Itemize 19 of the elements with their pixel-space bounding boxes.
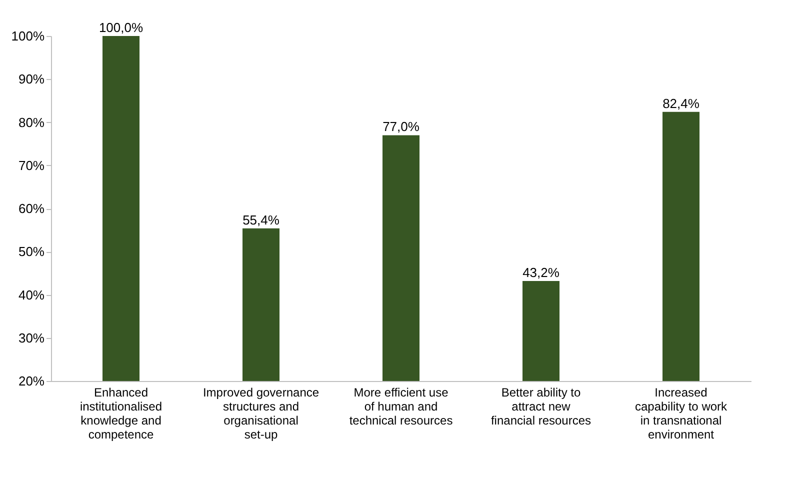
y-tick-label: 80% [18,114,45,130]
data-label: 100,0% [98,20,144,35]
y-tick-label: 20% [18,374,45,388]
y-tick-label: 60% [18,201,45,216]
y-tick-label: 40% [18,287,45,302]
x-tick-label: Enhanced institutionalised knowledge and competence [80,386,162,442]
x-tick-label: More efficient use of human and technical resources [349,386,453,428]
data-label: 82,4% [662,96,700,111]
data-label: 55,4% [242,212,280,228]
y-tick-label: 90% [18,72,45,87]
data-label: 43,2% [522,264,560,280]
y-tick-label: 30% [18,330,45,346]
y-tick-label: 70% [18,158,45,173]
x-tick-label: Better ability to attract new financial resources [490,386,592,428]
x-tick-label: Improved governance structures and organisational set-up [202,386,320,442]
x-tick-label: Increased capability to work in transnational environment [634,386,728,442]
y-tick-label: 100% [11,28,45,44]
data-label: 77,0% [382,119,420,134]
y-tick-label: 50% [18,244,45,260]
